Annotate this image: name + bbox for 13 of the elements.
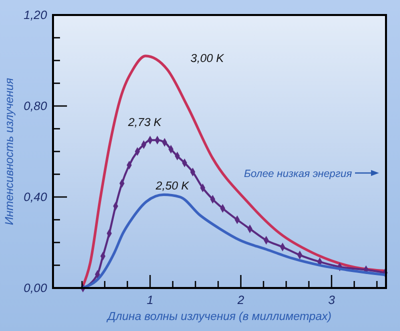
y-tick-label: 0,40 [24,190,48,204]
x-tick-label: 1 [146,293,154,307]
x-tick-label: 3 [328,293,336,307]
y-tick-label: 1,20 [24,8,48,22]
y-axis-title: Интенсивность излучения [4,78,16,226]
y-tick-label: 0,00 [24,281,48,295]
x-axis-title: Длина волны излучения (в миллиметрах) [106,311,332,323]
x-tick-label: 2 [236,293,244,307]
y-tick-label: 0,80 [24,99,48,113]
series-label: 3,00 K [190,52,226,65]
series-label: 2,50 K [154,180,190,193]
series-label: 2,73 K [127,117,163,130]
annotation: Более низкая энергия [244,168,352,180]
